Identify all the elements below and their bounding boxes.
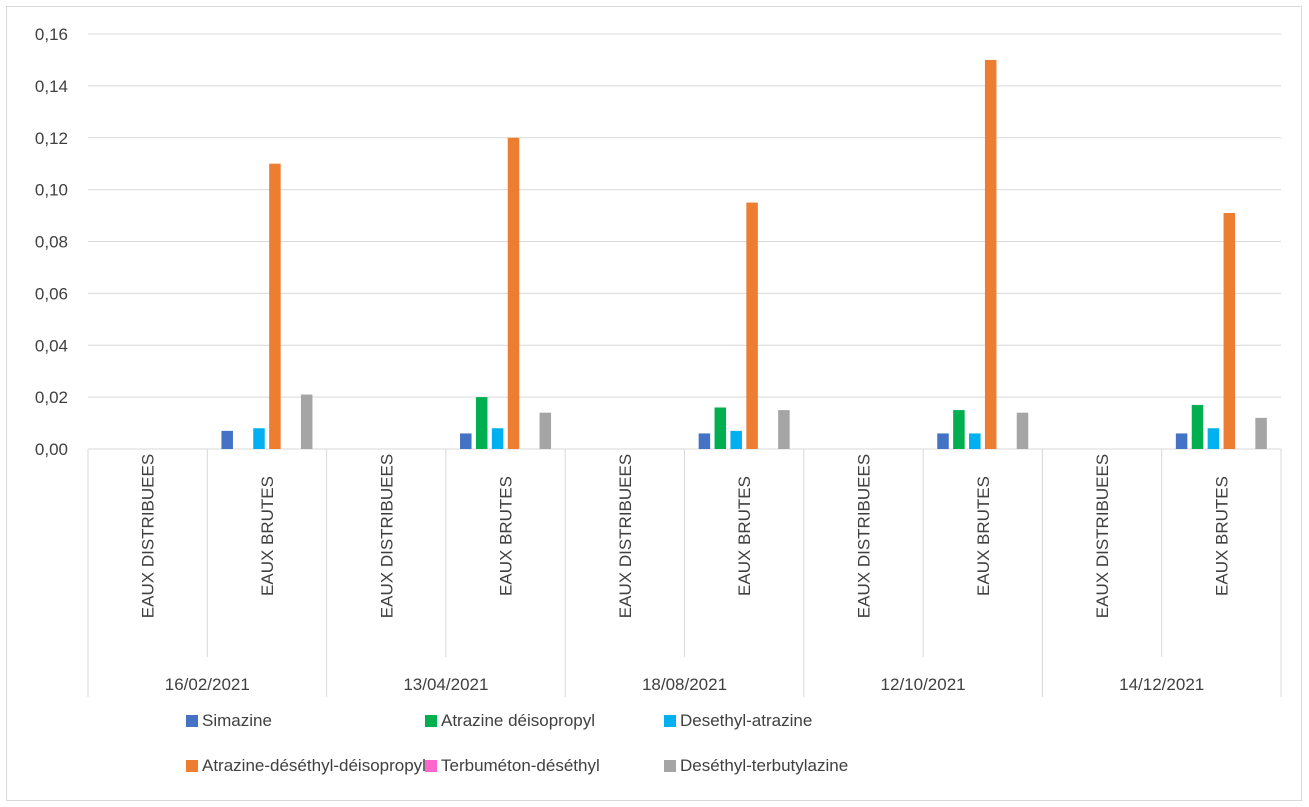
legend-item: Atrazine-déséthyl-déisopropyl [186, 756, 426, 776]
legend-label: Terbuméton-déséthyl [441, 756, 600, 775]
legend-item: Simazine [186, 711, 272, 731]
x-group-date-label: 18/08/2021 [642, 675, 727, 694]
bar [253, 428, 265, 449]
y-tick-label: 0,08 [35, 233, 68, 252]
y-tick-label: 0,10 [35, 181, 68, 200]
bar [778, 410, 790, 449]
x-category-label: EAUX BRUTES [1212, 476, 1231, 596]
bar [984, 59, 997, 449]
bar [1255, 417, 1267, 449]
bar [1175, 433, 1188, 449]
y-tick-label: 0,06 [35, 284, 68, 303]
x-group-date-label: 16/02/2021 [165, 675, 250, 694]
bar [937, 433, 949, 449]
x-category-label: EAUX DISTRIBUEES [139, 454, 158, 618]
legend-label: Atrazine-déséthyl-déisopropyl [202, 756, 426, 775]
legend-swatch [425, 760, 437, 772]
bar [300, 394, 313, 449]
legend-item: Atrazine déisopropyl [425, 711, 595, 731]
y-tick-label: 0,02 [35, 388, 68, 407]
x-category-label: EAUX DISTRIBUEES [616, 454, 635, 618]
bar [953, 410, 965, 449]
legend-swatch [425, 715, 437, 727]
bar [969, 433, 981, 449]
legend-swatch [186, 760, 198, 772]
bar [269, 163, 281, 449]
legend-item: Desethyl-atrazine [664, 711, 812, 731]
legend-label: Deséthyl-terbutylazine [680, 756, 849, 775]
legend-label: Atrazine déisopropyl [441, 711, 596, 730]
x-group-date-label: 14/12/2021 [1119, 675, 1204, 694]
x-category-label: EAUX DISTRIBUEES [854, 454, 873, 618]
y-tick-label: 0,00 [35, 440, 68, 459]
legend-swatch [664, 715, 676, 727]
y-tick-label: 0,12 [35, 129, 68, 148]
bar [746, 202, 758, 449]
bar [491, 428, 504, 449]
legend-label: Desethyl-atrazine [680, 711, 813, 730]
x-category-label: EAUX DISTRIBUEES [1093, 454, 1112, 618]
legend-label: Simazine [202, 711, 272, 730]
y-tick-label: 0,04 [35, 336, 68, 355]
bar [698, 433, 711, 449]
bar [507, 137, 520, 449]
bar [730, 430, 742, 449]
bar [1207, 428, 1220, 449]
y-tick-label: 0,14 [35, 77, 68, 96]
y-tick-label: 0,16 [35, 25, 68, 44]
bar [460, 433, 472, 449]
x-group-date-label: 12/10/2021 [881, 675, 966, 694]
bar [1016, 412, 1029, 449]
legend-swatch [186, 715, 198, 727]
bar [475, 397, 488, 449]
legend-swatch [664, 760, 676, 772]
x-category-label: EAUX BRUTES [497, 476, 516, 596]
x-category-label: EAUX BRUTES [735, 476, 754, 596]
bar [714, 407, 727, 449]
chart-frame [6, 6, 1302, 801]
bar [221, 430, 233, 449]
x-category-label: EAUX DISTRIBUEES [377, 454, 396, 618]
x-category-label: EAUX BRUTES [974, 476, 993, 596]
bar [539, 412, 552, 449]
x-category-label: EAUX BRUTES [258, 476, 277, 596]
legend-item: Terbuméton-déséthyl [425, 756, 600, 776]
legend-item: Deséthyl-terbutylazine [664, 756, 848, 776]
bar [1223, 212, 1236, 449]
x-group-date-label: 13/04/2021 [403, 675, 488, 694]
bar [1191, 404, 1204, 449]
